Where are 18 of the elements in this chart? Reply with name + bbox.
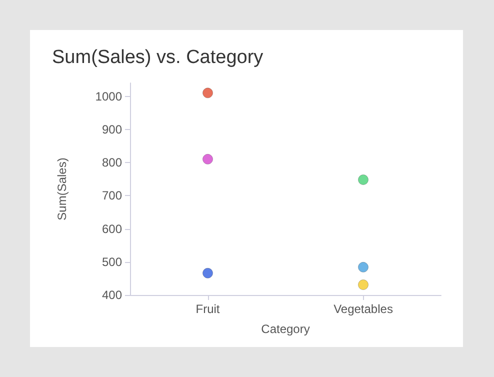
- y-tick-label: 1000: [95, 89, 122, 104]
- y-tick-label: 800: [102, 156, 122, 170]
- point: [202, 154, 213, 164]
- y-tick-label: 700: [102, 188, 122, 203]
- x-tick-label: Fruit: [196, 302, 220, 316]
- x-axis-title: Category: [261, 322, 310, 336]
- chart-title: Sum(Sales) vs. Category: [52, 47, 264, 68]
- x-tick-label: Vegetables: [334, 302, 393, 316]
- point: [202, 88, 213, 98]
- y-tick-label: 900: [102, 122, 122, 136]
- point: [358, 262, 368, 272]
- point: [358, 174, 368, 185]
- y-tick-label: 600: [102, 222, 122, 236]
- y-tick-label: 500: [102, 254, 122, 269]
- point: [358, 279, 368, 290]
- y-axis-title: Sum(Sales): [55, 158, 69, 220]
- point: [202, 268, 213, 278]
- y-tick-label: 400: [102, 288, 122, 302]
